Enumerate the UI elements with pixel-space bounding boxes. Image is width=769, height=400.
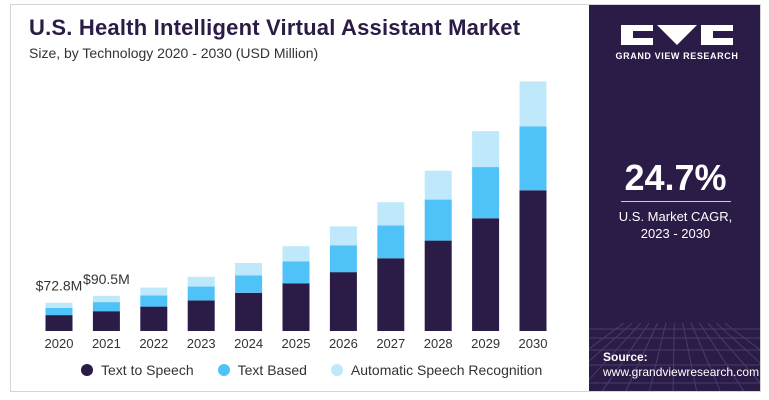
grid-line bbox=[589, 323, 633, 362]
bar-text-to-speech-2020 bbox=[45, 315, 73, 331]
x-tick-label-2029: 2029 bbox=[471, 336, 500, 350]
bar-text-to-speech-2021 bbox=[92, 311, 120, 331]
bar-automatic-speech-recognition-2025 bbox=[282, 246, 310, 262]
x-tick-label-2022: 2022 bbox=[139, 336, 168, 350]
grid-line bbox=[601, 323, 650, 391]
legend-label-asr: Automatic Speech Recognition bbox=[350, 362, 543, 378]
bar-text-based-2025 bbox=[282, 261, 310, 284]
bar-text-to-speech-2027 bbox=[377, 258, 405, 331]
x-tick-label-2027: 2027 bbox=[376, 336, 405, 350]
bar-automatic-speech-recognition-2027 bbox=[377, 202, 405, 226]
bar-automatic-speech-recognition-2023 bbox=[187, 276, 215, 287]
cagr-label: U.S. Market CAGR, 2023 - 2030 bbox=[589, 208, 760, 242]
x-tick-label-2025: 2025 bbox=[282, 336, 311, 350]
infographic-frame: U.S. Health Intelligent Virtual Assistan… bbox=[10, 4, 761, 392]
bar-text-based-2030 bbox=[519, 126, 547, 191]
bar-automatic-speech-recognition-2028 bbox=[424, 170, 452, 200]
grid-line bbox=[589, 323, 642, 381]
grid-line bbox=[707, 323, 760, 384]
grid-line bbox=[699, 323, 745, 391]
source-label: Source: bbox=[603, 350, 648, 364]
stacked-bar-chart: 2020 2021 2022 2023 2024 2025 2026 2027 2028 2029… bbox=[36, 81, 548, 350]
bar-text-based-2024 bbox=[235, 275, 263, 293]
bar-text-to-speech-2028 bbox=[424, 240, 452, 331]
bar-automatic-speech-recognition-2021 bbox=[92, 295, 120, 303]
side-panel: GRAND VIEW RESEARCH 24.7% U.S. Market CA… bbox=[589, 5, 760, 391]
legend-swatch-asr bbox=[330, 364, 343, 376]
bar-text-based-2022 bbox=[140, 295, 168, 307]
x-tick-label-2020: 2020 bbox=[45, 336, 74, 350]
legend-label-text-based: Text Based bbox=[237, 362, 307, 378]
bar-text-to-speech-2030 bbox=[519, 190, 547, 331]
bar-automatic-speech-recognition-2022 bbox=[140, 287, 168, 296]
cagr-label-line2: 2023 - 2030 bbox=[640, 226, 711, 241]
chart-subtitle: Size, by Technology 2020 - 2030 (USD Mil… bbox=[29, 45, 319, 61]
gvr-logo-icon bbox=[621, 25, 733, 45]
grid-line bbox=[672, 323, 675, 391]
decorative-grid bbox=[589, 323, 760, 391]
chart-legend: Text to Speech Text Based Automatic Spee… bbox=[81, 362, 566, 378]
bar-text-based-2027 bbox=[377, 225, 405, 259]
x-tick-label-2026: 2026 bbox=[329, 336, 358, 350]
grid-line bbox=[724, 323, 760, 351]
brand-logo: GRAND VIEW RESEARCH bbox=[607, 23, 747, 61]
x-tick-label-2028: 2028 bbox=[424, 336, 453, 350]
bar-automatic-speech-recognition-2026 bbox=[329, 226, 357, 246]
bar-text-to-speech-2025 bbox=[282, 283, 310, 331]
legend-swatch-text-based bbox=[217, 364, 230, 376]
source-url[interactable]: www.grandviewresearch.com bbox=[603, 365, 760, 379]
cagr-label-line1: U.S. Market CAGR, bbox=[618, 209, 733, 224]
bar-text-based-2021 bbox=[92, 302, 120, 312]
grid-line bbox=[715, 323, 760, 364]
bar-text-to-speech-2023 bbox=[187, 300, 215, 331]
x-tick-label-2021: 2021 bbox=[92, 336, 121, 350]
legend-label-text-to-speech: Text to Speech bbox=[101, 362, 194, 378]
cagr-divider bbox=[621, 201, 731, 202]
bar-automatic-speech-recognition-2030 bbox=[519, 81, 547, 127]
bar-automatic-speech-recognition-2029 bbox=[472, 131, 500, 167]
chart-title: U.S. Health Intelligent Virtual Assistan… bbox=[29, 15, 521, 40]
legend-swatch-text-to-speech bbox=[81, 364, 93, 376]
x-tick-label-2024: 2024 bbox=[234, 336, 263, 350]
x-tick-label-2030: 2030 bbox=[519, 336, 548, 350]
grid-line bbox=[589, 323, 625, 350]
x-tick-label-2023: 2023 bbox=[187, 336, 216, 350]
bar-text-based-2023 bbox=[187, 286, 215, 301]
bar-text-to-speech-2026 bbox=[329, 272, 357, 331]
grid-line bbox=[648, 323, 667, 391]
cagr-value: 24.7% bbox=[624, 157, 727, 198]
bar-automatic-speech-recognition-2024 bbox=[235, 263, 263, 276]
bar-text-based-2026 bbox=[329, 245, 357, 273]
data-label-2021: $90.5M bbox=[83, 271, 130, 287]
bar-text-based-2029 bbox=[472, 167, 500, 219]
legend-item-text-based: Text Based bbox=[217, 362, 307, 378]
bar-text-to-speech-2022 bbox=[140, 306, 168, 331]
bar-text-based-2028 bbox=[424, 199, 452, 241]
grid-line bbox=[682, 323, 698, 391]
data-label-2020: $72.8M bbox=[36, 278, 83, 294]
grid-line bbox=[690, 323, 721, 391]
bar-automatic-speech-recognition-2020 bbox=[45, 302, 73, 308]
bar-text-to-speech-2024 bbox=[235, 292, 263, 331]
legend-item-asr: Automatic Speech Recognition bbox=[330, 362, 543, 378]
bar-text-based-2020 bbox=[45, 307, 73, 316]
grid-line bbox=[625, 323, 658, 391]
logo-text: GRAND VIEW RESEARCH bbox=[615, 51, 739, 61]
legend-item-text-to-speech: Text to Speech bbox=[81, 362, 194, 378]
bar-text-to-speech-2029 bbox=[472, 218, 500, 331]
